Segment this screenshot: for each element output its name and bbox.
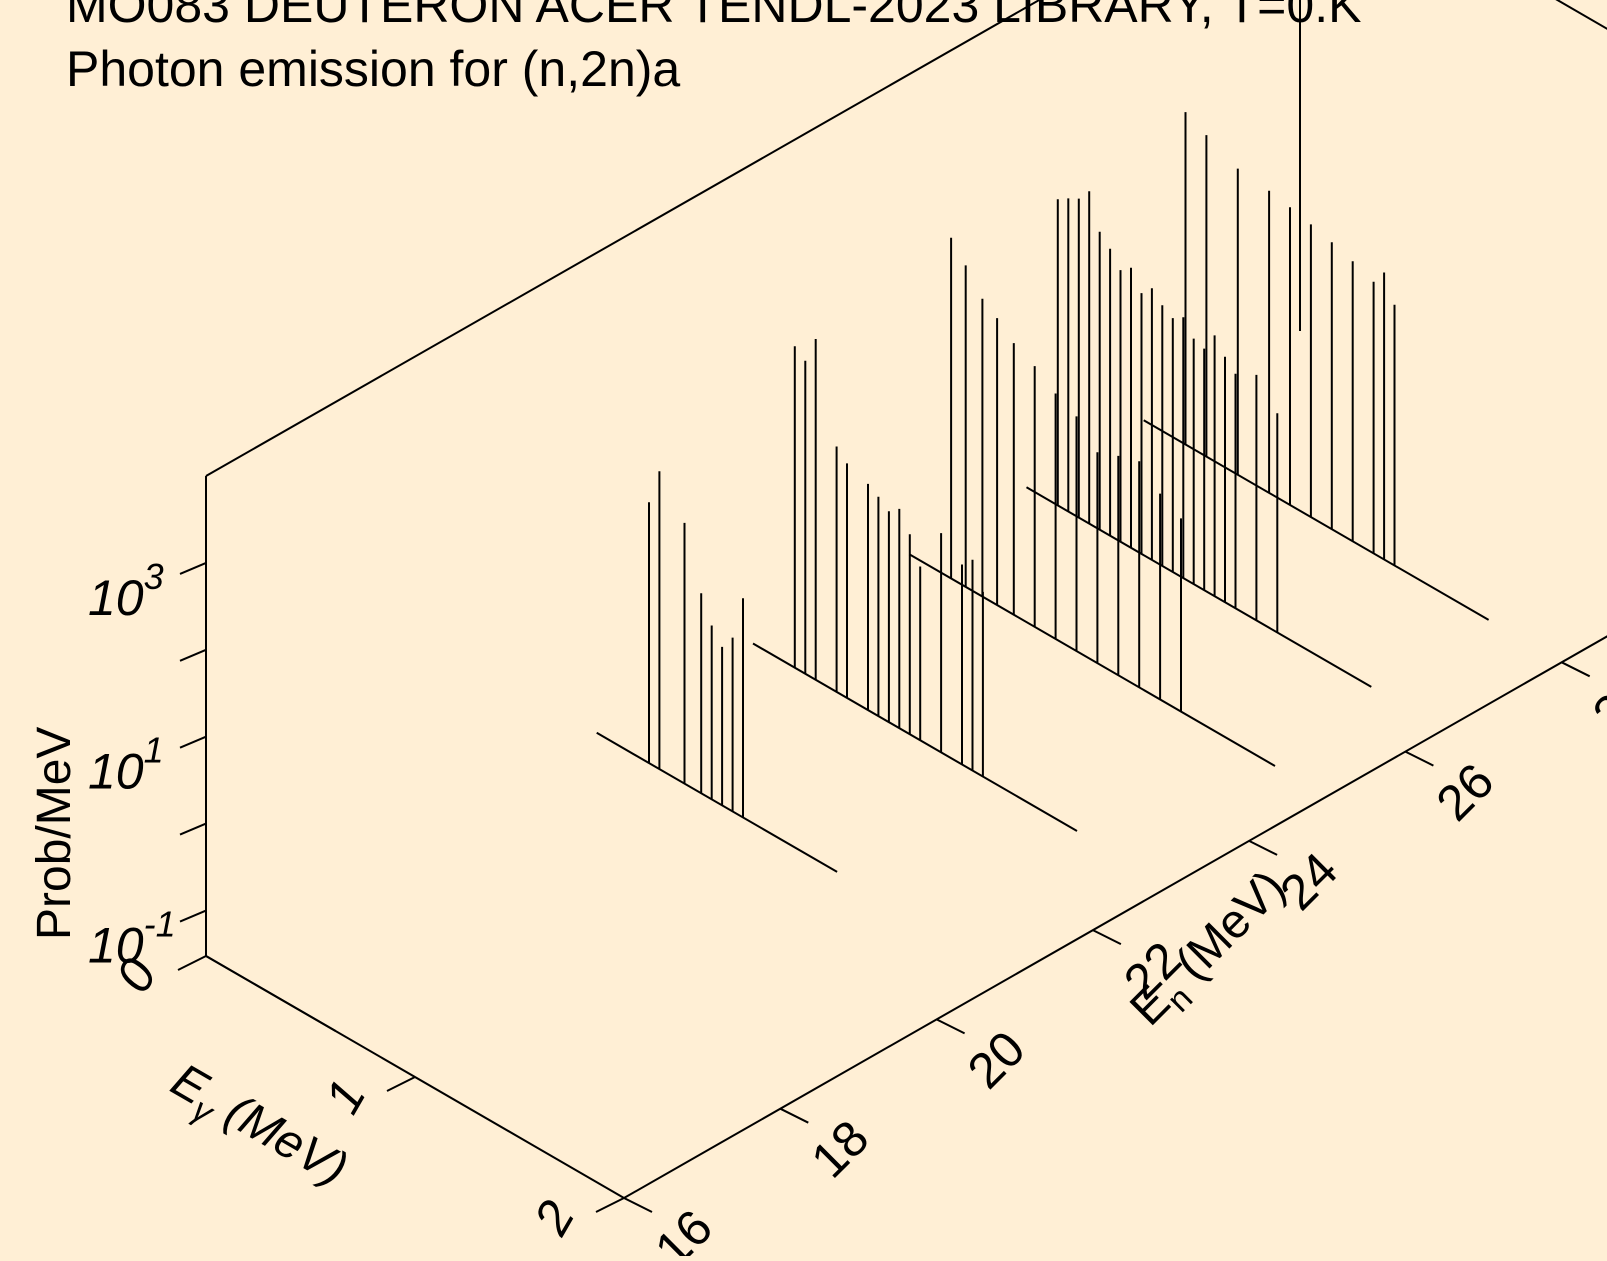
z-tick bbox=[179, 822, 207, 836]
y-tick bbox=[936, 1018, 966, 1035]
z-tick-exponent: 1 bbox=[144, 730, 164, 771]
chart-subtitle: Photon emission for (n,2n)a bbox=[66, 41, 680, 97]
y-tick bbox=[1248, 840, 1278, 856]
axes-frame bbox=[177, 0, 1607, 1213]
spectrum-baseline bbox=[1143, 419, 1490, 621]
y-tick-label: 26 bbox=[1426, 752, 1505, 831]
x-tick bbox=[177, 955, 207, 971]
spectrum-en-25 bbox=[908, 237, 1276, 767]
spectrum-en-21 bbox=[596, 471, 838, 873]
z-tick bbox=[179, 648, 207, 662]
z-tick bbox=[179, 735, 207, 749]
x-tick bbox=[595, 1197, 625, 1213]
spectrum-baseline bbox=[752, 642, 1078, 832]
y-tick bbox=[779, 1107, 809, 1124]
y-tick bbox=[1561, 661, 1591, 678]
x-tick-label: 1 bbox=[314, 1070, 376, 1122]
z-tick-exponent: -1 bbox=[144, 904, 176, 945]
z-tick-label: 101 bbox=[88, 730, 164, 800]
z-axis-label: Prob/MeV bbox=[28, 727, 81, 940]
back-wall-top-edge bbox=[205, 0, 1042, 477]
spectrum-en-16 bbox=[205, 547, 337, 1032]
y-tick-label: 20 bbox=[957, 1020, 1036, 1099]
y-tick bbox=[1092, 929, 1122, 945]
y-axis-line bbox=[623, 635, 1607, 1199]
z-tick bbox=[179, 909, 207, 923]
spectrum-en-28 bbox=[1143, 112, 1490, 621]
chart-title: MO083 DEUTERON ACER TENDL-2023 LIBRARY, … bbox=[66, 0, 1361, 33]
spectrum-en-23 bbox=[752, 339, 1078, 832]
spectrum-baseline bbox=[596, 731, 838, 873]
y-tick-label: 18 bbox=[800, 1110, 879, 1189]
z-tick-exponent: 3 bbox=[144, 556, 164, 597]
y-tick-label: 16 bbox=[644, 1199, 723, 1256]
spectra-lines bbox=[205, 112, 1490, 1032]
z-tick bbox=[179, 561, 207, 575]
spectrum-en-26.5 bbox=[1025, 191, 1372, 688]
spectrum-baseline bbox=[1025, 486, 1372, 688]
spectrum-baseline bbox=[205, 955, 337, 1032]
x-tick bbox=[386, 1076, 416, 1092]
z-tick-label: 103 bbox=[88, 556, 164, 626]
x-tick-label: 2 bbox=[523, 1191, 586, 1244]
spectrum-baseline bbox=[908, 553, 1276, 767]
y-tick bbox=[1404, 750, 1434, 767]
y-tick bbox=[623, 1197, 653, 1213]
